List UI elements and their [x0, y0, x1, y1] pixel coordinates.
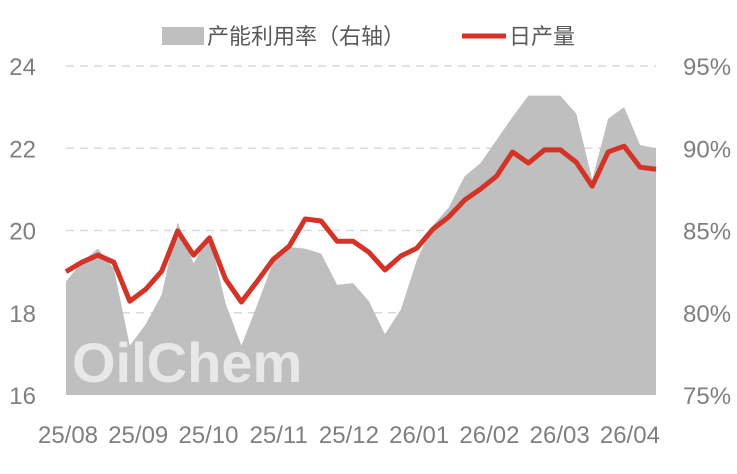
- x-axis-tick-label: 26/02: [459, 422, 519, 449]
- left-axis-tick-label: 22: [9, 136, 36, 163]
- x-axis-tick-label: 26/01: [389, 422, 449, 449]
- left-axis-tick-label: 24: [9, 54, 36, 81]
- right-axis-tick-label: 85%: [683, 219, 731, 246]
- x-axis-labels: 25/08 25/09 25/10 25/11 25/12 26/01 26/02 26/03…: [38, 422, 660, 449]
- right-axis-tick-label: 90%: [683, 136, 731, 163]
- x-axis-tick-label: 25/11: [250, 422, 308, 449]
- right-axis-tick-label: 80%: [683, 301, 731, 328]
- left-axis-labels: 16 18 20 22 24: [9, 54, 36, 410]
- right-axis-tick-label: 75%: [683, 383, 731, 410]
- left-axis-tick-label: 20: [9, 219, 36, 246]
- watermark: OilChem: [72, 331, 302, 394]
- right-axis-tick-label: 95%: [683, 54, 731, 81]
- legend-swatch-area: [162, 27, 204, 45]
- left-axis-tick-label: 18: [9, 301, 36, 328]
- x-axis-tick-label: 25/10: [178, 422, 238, 449]
- right-axis-labels: 75% 80% 85% 90% 95%: [683, 54, 731, 410]
- x-axis-tick-label: 25/12: [319, 422, 379, 449]
- legend-label-line: 日产量: [509, 25, 575, 50]
- x-axis-tick-label: 26/04: [600, 422, 660, 449]
- legend-label-area: 产能利用率（右轴）: [207, 25, 405, 50]
- x-axis-tick-label: 25/08: [38, 422, 98, 449]
- x-axis-tick-label: 25/09: [108, 422, 168, 449]
- capacity-utilization-area: [66, 95, 656, 396]
- legend: 产能利用率（右轴） 日产量: [162, 25, 575, 50]
- daily-output-line: [64, 143, 657, 305]
- daily-output-points: [65, 146, 657, 303]
- x-axis-tick-label: 26/03: [530, 422, 590, 449]
- left-axis-tick-label: 16: [9, 383, 36, 410]
